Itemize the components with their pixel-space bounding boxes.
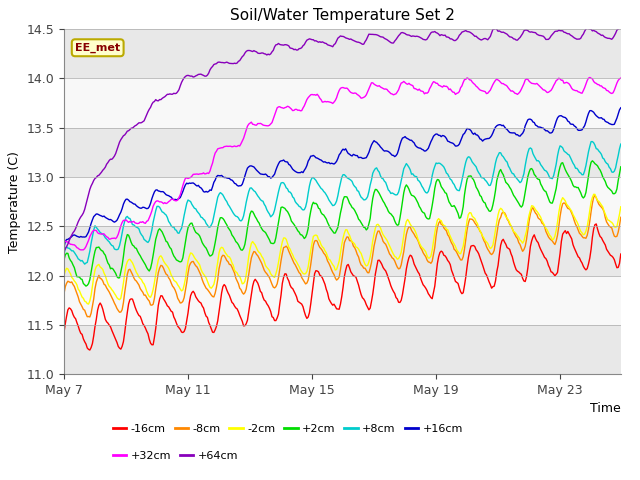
-8cm <box>385 248 392 253</box>
+64cm <box>617 25 625 31</box>
-2cm <box>502 214 509 220</box>
-2cm <box>617 204 625 210</box>
-2cm <box>84 301 92 307</box>
+32cm <box>490 79 498 85</box>
Bar <box>64 29 621 78</box>
-2cm <box>490 235 498 240</box>
+2cm <box>490 195 498 201</box>
+64cm <box>500 30 508 36</box>
-2cm <box>448 236 456 242</box>
-16cm <box>104 320 112 326</box>
+8cm <box>490 167 498 173</box>
+32cm <box>77 247 84 253</box>
+2cm <box>448 204 456 209</box>
+2cm <box>82 283 90 289</box>
-8cm <box>448 240 456 246</box>
+2cm <box>617 164 625 170</box>
Line: -16cm: -16cm <box>64 224 621 350</box>
+32cm <box>104 235 112 240</box>
Line: +2cm: +2cm <box>64 161 621 286</box>
-2cm <box>572 216 579 222</box>
+16cm <box>383 148 391 154</box>
+64cm <box>447 36 454 42</box>
-8cm <box>490 247 498 253</box>
-16cm <box>385 275 392 281</box>
-8cm <box>104 287 112 293</box>
Bar <box>64 325 621 374</box>
Line: +8cm: +8cm <box>64 142 621 264</box>
Bar <box>64 78 621 128</box>
-2cm <box>104 281 112 287</box>
Bar <box>64 128 621 177</box>
Legend: +32cm, +64cm: +32cm, +64cm <box>109 447 243 466</box>
+2cm <box>385 208 392 214</box>
+16cm <box>489 130 497 136</box>
+64cm <box>383 37 391 43</box>
+2cm <box>589 158 596 164</box>
-2cm <box>590 192 598 197</box>
+16cm <box>570 123 578 129</box>
Bar <box>64 226 621 276</box>
+8cm <box>60 252 68 258</box>
+16cm <box>500 124 508 130</box>
+32cm <box>60 238 68 244</box>
-2cm <box>60 272 68 278</box>
+32cm <box>385 88 392 94</box>
+8cm <box>81 261 88 267</box>
+8cm <box>385 187 392 193</box>
+16cm <box>103 215 111 221</box>
-16cm <box>502 241 509 247</box>
+8cm <box>617 141 625 147</box>
+8cm <box>104 238 112 243</box>
Bar <box>64 177 621 226</box>
Bar <box>64 276 621 325</box>
Title: Soil/Water Temperature Set 2: Soil/Water Temperature Set 2 <box>230 9 455 24</box>
Y-axis label: Temperature (C): Temperature (C) <box>8 151 21 252</box>
+2cm <box>104 260 112 266</box>
-8cm <box>86 314 93 320</box>
-8cm <box>502 212 509 218</box>
+64cm <box>489 26 497 32</box>
-16cm <box>448 267 456 273</box>
-16cm <box>593 221 600 227</box>
-16cm <box>86 347 93 353</box>
+2cm <box>572 184 579 190</box>
Text: EE_met: EE_met <box>75 43 120 53</box>
Line: -8cm: -8cm <box>64 195 621 317</box>
+32cm <box>617 75 625 81</box>
+32cm <box>572 88 579 94</box>
+16cm <box>447 140 454 145</box>
Line: +16cm: +16cm <box>64 108 621 248</box>
-8cm <box>617 215 625 220</box>
Line: -2cm: -2cm <box>64 194 621 304</box>
-8cm <box>572 221 579 227</box>
+8cm <box>572 166 579 171</box>
-8cm <box>591 192 599 198</box>
Text: Time: Time <box>590 402 621 415</box>
+64cm <box>103 161 111 167</box>
-16cm <box>490 283 498 289</box>
+64cm <box>570 35 578 41</box>
Line: +32cm: +32cm <box>64 77 621 250</box>
+8cm <box>589 139 596 144</box>
+2cm <box>502 180 509 185</box>
+16cm <box>60 245 68 251</box>
+8cm <box>502 158 509 164</box>
+32cm <box>502 82 509 88</box>
+8cm <box>448 177 456 183</box>
+32cm <box>448 88 456 94</box>
-8cm <box>60 291 68 297</box>
-2cm <box>385 240 392 246</box>
+2cm <box>60 257 68 263</box>
+64cm <box>584 25 591 31</box>
+32cm <box>586 74 594 80</box>
-16cm <box>60 330 68 336</box>
-16cm <box>572 248 579 254</box>
+64cm <box>60 248 68 254</box>
Line: +64cm: +64cm <box>64 28 621 251</box>
-16cm <box>617 251 625 257</box>
+16cm <box>617 105 625 111</box>
